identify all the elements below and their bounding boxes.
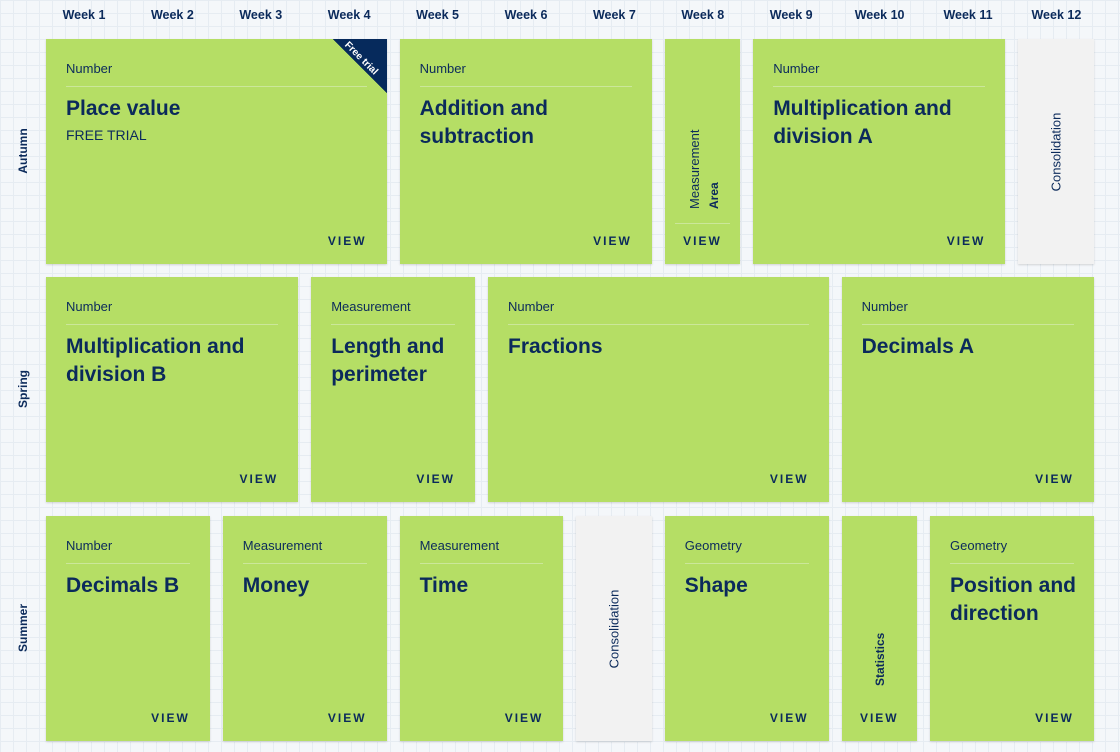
- divider: [66, 563, 190, 564]
- unit-card[interactable]: Number Decimals B VIEW: [46, 516, 210, 741]
- view-button[interactable]: VIEW: [859, 711, 899, 725]
- unit-title: Time: [419, 574, 469, 597]
- unit-card[interactable]: Measurement Length and perimeter VIEW: [311, 277, 475, 502]
- unit-card[interactable]: Geometry Position and direction VIEW: [930, 516, 1094, 741]
- divider: [508, 324, 809, 325]
- week-header: Week 11: [943, 8, 993, 22]
- unit-card[interactable]: Number Decimals A VIEW: [841, 277, 1094, 502]
- unit-title: Decimals A: [861, 335, 975, 358]
- view-button[interactable]: VIEW: [151, 711, 190, 725]
- divider: [674, 223, 731, 224]
- category-label: Number: [419, 61, 466, 76]
- term-label: Autumn: [16, 128, 30, 174]
- consolidation-card[interactable]: Consolidation: [1018, 39, 1094, 264]
- view-button[interactable]: VIEW: [593, 234, 632, 248]
- term-label: Spring: [16, 370, 30, 408]
- view-button[interactable]: VIEW: [1035, 472, 1074, 486]
- category-label: Number: [861, 299, 908, 314]
- unit-card[interactable]: Statistics VIEW: [841, 516, 917, 741]
- view-button[interactable]: VIEW: [769, 472, 809, 486]
- view-button[interactable]: VIEW: [504, 711, 544, 725]
- term-label: Summer: [16, 603, 30, 653]
- consolidation-label: Consolidation: [1048, 112, 1064, 191]
- view-button[interactable]: VIEW: [327, 234, 367, 248]
- divider: [242, 563, 367, 564]
- divider: [66, 324, 279, 325]
- view-button[interactable]: VIEW: [769, 711, 809, 725]
- week-header: Week 8: [681, 8, 725, 22]
- category-label: Measurement: [419, 538, 500, 553]
- consolidation-card[interactable]: Consolidation: [576, 516, 652, 741]
- divider: [419, 86, 632, 87]
- category-label: Measurement: [242, 538, 323, 553]
- divider: [861, 324, 1074, 325]
- unit-title: Shape: [684, 574, 748, 597]
- unit-title: Fractions: [508, 335, 603, 358]
- unit-card[interactable]: Geometry Shape VIEW: [664, 516, 829, 741]
- divider: [66, 86, 367, 87]
- category-label: Number: [66, 538, 113, 553]
- unit-card[interactable]: Measurement Time VIEW: [399, 516, 564, 741]
- vertical-labels: Statistics: [842, 516, 917, 691]
- view-button[interactable]: VIEW: [239, 472, 279, 486]
- week-header: Week 6: [504, 8, 548, 22]
- view-button[interactable]: VIEW: [1035, 711, 1074, 725]
- unit-title: Position and direction: [950, 574, 1076, 625]
- divider: [950, 563, 1074, 564]
- week-header: Week 12: [1031, 8, 1082, 22]
- consolidation-label: Consolidation: [606, 589, 622, 668]
- unit-title: Length and perimeter: [331, 335, 445, 386]
- divider: [773, 86, 986, 87]
- unit-card[interactable]: Number Addition and subtraction VIEW: [399, 39, 652, 264]
- week-header: Week 2: [150, 8, 194, 22]
- unit-card[interactable]: Measurement Area VIEW: [664, 39, 741, 264]
- unit-title: Statistics: [872, 632, 887, 686]
- category-label: Number: [66, 299, 113, 314]
- category-label: Geometry: [684, 538, 742, 553]
- unit-title: Addition and subtraction: [419, 97, 548, 148]
- divider: [331, 324, 455, 325]
- week-header: Week 4: [327, 8, 371, 22]
- view-button[interactable]: VIEW: [327, 711, 367, 725]
- vertical-labels: Measurement Area: [686, 129, 721, 209]
- category-label: Number: [508, 299, 555, 314]
- unit-card[interactable]: Number Multiplication and division A VIEW: [753, 39, 1006, 264]
- week-header: Week 1: [62, 8, 106, 22]
- view-button[interactable]: VIEW: [416, 472, 455, 486]
- ribbon-label: Free trial: [341, 39, 380, 78]
- divider: [419, 563, 544, 564]
- unit-title: Multiplication and division A: [773, 97, 952, 148]
- unit-title: Area: [706, 182, 721, 209]
- week-header: Week 7: [592, 8, 636, 22]
- category-label: Number: [773, 61, 820, 76]
- week-header: Week 5: [416, 8, 460, 22]
- unit-card[interactable]: Measurement Money VIEW: [222, 516, 387, 741]
- unit-card[interactable]: Number Place value FREE TRIAL Free trial VIE…: [46, 39, 387, 264]
- view-button[interactable]: VIEW: [946, 234, 986, 248]
- week-header: Week 3: [239, 8, 283, 22]
- unit-title: Decimals B: [66, 574, 180, 597]
- unit-title: Place value: [66, 97, 181, 120]
- unit-title: Multiplication and division B: [66, 335, 245, 386]
- unit-title: Money: [242, 574, 310, 597]
- category-label: Geometry: [950, 538, 1008, 553]
- free-trial-ribbon: Free trial: [332, 39, 387, 93]
- unit-card[interactable]: Number Fractions VIEW: [488, 277, 829, 502]
- week-header: Week 9: [769, 8, 813, 22]
- category-label: Measurement: [331, 299, 411, 314]
- category-label: Number: [66, 61, 113, 76]
- view-button[interactable]: VIEW: [683, 234, 722, 248]
- unit-card[interactable]: Number Multiplication and division B VIEW: [46, 277, 299, 502]
- divider: [684, 563, 809, 564]
- unit-subtitle: FREE TRIAL: [66, 127, 147, 143]
- week-header: Week 10: [854, 8, 905, 22]
